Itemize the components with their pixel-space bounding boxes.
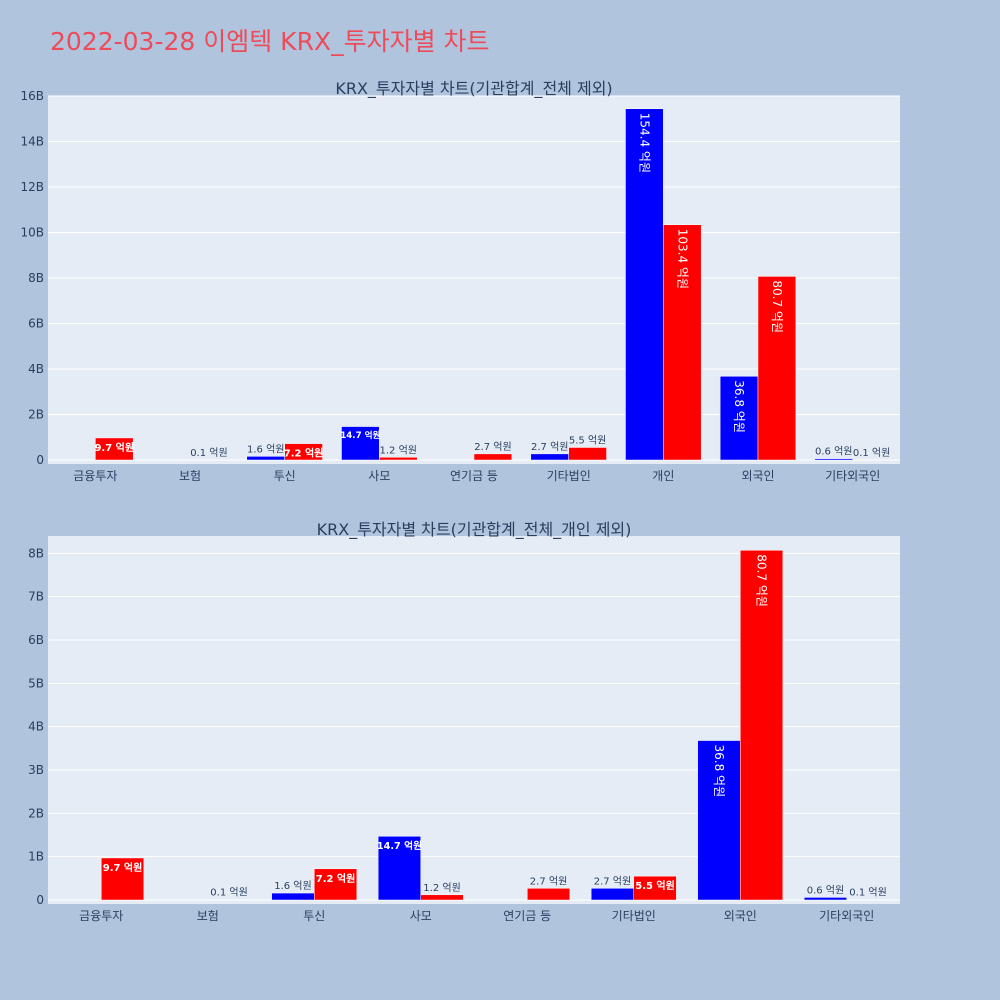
x-tick-label: 투신 [303, 909, 325, 923]
chart-title: KRX_투자자별 차트(기관합계_전체 제외) [335, 79, 612, 99]
bar [568, 447, 607, 461]
bar [697, 740, 741, 901]
data-label: 5.5 억원 [569, 434, 606, 446]
y-tick-label: 6B [28, 317, 44, 331]
x-tick-label: 기타외국인 [819, 909, 874, 923]
bar [814, 458, 853, 461]
bar [95, 437, 134, 461]
x-tick-label: 사모 [368, 469, 390, 483]
data-label: 80.7 억원 [755, 554, 769, 607]
bar [101, 857, 145, 901]
data-label: 0.6 억원 [807, 884, 844, 896]
x-tick-label: 외국인 [724, 909, 757, 923]
x-tick-label: 기타법인 [612, 909, 656, 923]
data-label: 1.6 억원 [247, 443, 284, 455]
bar [420, 894, 464, 901]
x-tick-label: 금융투자 [73, 469, 117, 483]
x-tick-label: 보험 [197, 909, 219, 923]
data-label: 0.1 억원 [853, 447, 890, 459]
y-tick-label: 4B [28, 362, 44, 376]
data-label: 2.7 억원 [474, 441, 511, 453]
x-tick-label: 기타법인 [547, 469, 591, 483]
data-label: 9.7 억원 [103, 861, 143, 874]
bar [246, 456, 285, 461]
y-tick-label: 7B [28, 590, 44, 604]
y-tick-label: 0 [36, 893, 44, 907]
data-label: 2.7 억원 [594, 875, 631, 887]
data-label: 0.1 억원 [190, 447, 227, 459]
data-label: 14.7 억원 [340, 429, 380, 441]
y-tick-label: 2B [28, 806, 44, 820]
y-tick-label: 1B [28, 850, 44, 864]
data-label: 1.2 억원 [423, 882, 460, 894]
bar [271, 892, 315, 901]
y-tick-label: 6B [28, 633, 44, 647]
x-tick-label: 연기금 등 [450, 469, 498, 483]
x-tick-label: 기타외국인 [825, 469, 880, 483]
bar [590, 888, 635, 901]
bar [379, 457, 418, 461]
x-tick-label: 연기금 등 [503, 909, 551, 923]
bar [530, 453, 569, 461]
data-label: 1.6 억원 [274, 880, 311, 892]
data-label: 36.8 억원 [712, 745, 726, 798]
bar [757, 276, 797, 461]
bar [719, 376, 759, 461]
chart-panel-2: 0 1B 2B 3B 4B 5B 6B 7B 8B KRX_투자자별 차트(기관합계_전체_개인 … [28, 520, 900, 923]
bar [663, 224, 702, 461]
y-tick-label: 2B [28, 408, 44, 422]
x-tick-label: 보험 [179, 469, 201, 483]
chart-title: KRX_투자자별 차트(기관합계_전체_개인 제외) [317, 520, 632, 540]
y-tick-label: 0 [36, 453, 44, 467]
y-tick-label: 4B [28, 720, 44, 734]
data-label: 154.4 억원 [637, 113, 651, 173]
bar [377, 836, 421, 901]
data-label: 1.2 억원 [380, 444, 417, 456]
data-label: 7.2 억원 [284, 447, 324, 460]
bar [527, 888, 571, 901]
y-tick-label: 5B [28, 676, 44, 690]
bar [633, 875, 677, 901]
data-label: 14.7 억원 [377, 839, 422, 852]
x-tick-label: 투신 [274, 469, 296, 483]
bar [473, 453, 513, 461]
y-tick-label: 10B [20, 226, 44, 240]
x-tick-label: 외국인 [741, 469, 774, 483]
y-tick-label: 14B [20, 135, 44, 149]
y-tick-label: 8B [28, 271, 44, 285]
data-label: 9.7 억원 [94, 441, 134, 454]
bar [314, 868, 358, 901]
data-label: 80.7 억원 [770, 280, 784, 333]
bar [740, 550, 784, 901]
data-label: 103.4 억원 [675, 229, 689, 289]
x-tick-label: 개인 [652, 469, 674, 483]
bar [803, 897, 848, 901]
data-label: 2.7 억원 [530, 875, 567, 887]
x-tick-label: 금융투자 [79, 909, 123, 923]
data-label: 0.1 억원 [210, 887, 247, 899]
data-label: 36.8 억원 [732, 380, 746, 433]
data-label: 5.5 억원 [635, 879, 675, 892]
y-tick-label: 16B [20, 89, 44, 103]
y-tick-label: 12B [20, 180, 44, 194]
bar [284, 443, 323, 461]
page-title: 2022-03-28 이엠텍 KRX_투자자별 차트 [50, 27, 490, 56]
data-label: 7.2 억원 [316, 872, 356, 885]
data-label: 0.1 억원 [849, 887, 886, 899]
chart-panel-1: 0 2B 4B 6B 8B 10B 12B 14B 16B KRX_투자자별 차트(기관합계_전체… [20, 79, 900, 483]
data-label: 2.7 억원 [531, 441, 568, 453]
bar [341, 426, 380, 461]
y-tick-label: 8B [28, 546, 44, 560]
y-tick-label: 3B [28, 763, 44, 777]
data-label: 0.6 억원 [815, 446, 852, 458]
x-tick-label: 사모 [410, 909, 432, 923]
